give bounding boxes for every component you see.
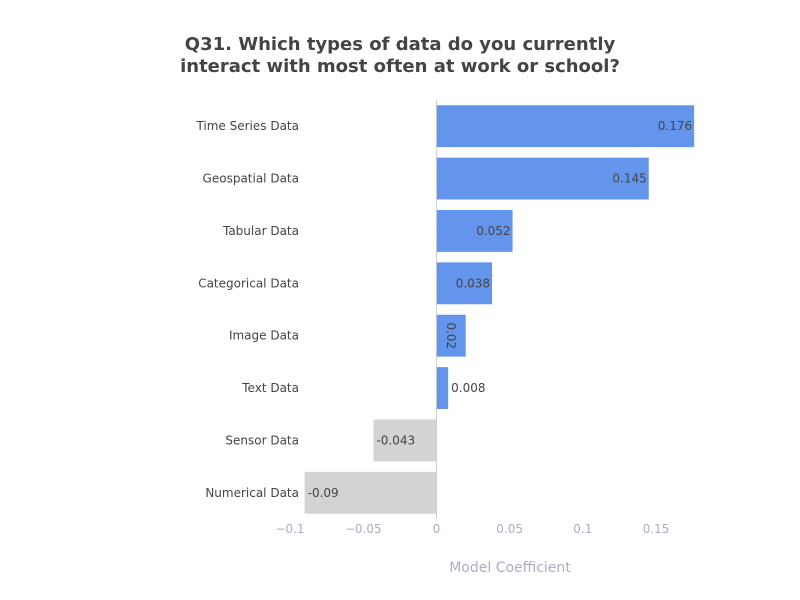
category-label: Image Data [229,329,299,343]
category-label: Tabular Data [222,224,299,238]
chart-title: Q31. Which types of data do you currentl… [180,34,620,77]
category-label: Categorical Data [198,276,299,290]
bar-tabular-data [436,209,513,252]
x-tick-label: 0.15 [643,522,670,536]
data-label: 0.02 [444,322,458,349]
data-label: 0.052 [476,224,510,238]
bar-text-data [436,367,449,410]
data-label: -0.09 [308,486,339,500]
labels-layer: Time Series Data 0.176 Geospatial Data 0.14… [195,119,692,500]
x-tick-label: 0.1 [573,522,592,536]
x-tick-label: −0.05 [345,522,382,536]
data-label: 0.038 [456,276,490,290]
bar-image-data [436,314,466,357]
data-label: 0.008 [451,381,485,395]
category-label: Time Series Data [195,119,299,133]
data-label: -0.043 [376,433,415,447]
x-tick-label: 0.05 [496,522,523,536]
category-label: Numerical Data [205,486,299,500]
x-tick-label: −0.1 [275,522,304,536]
bar-numerical-data [304,471,437,514]
category-label: Text Data [241,381,299,395]
bar-geospatial-data [436,157,649,200]
x-axis-ticks: −0.1 −0.05 0 0.05 0.1 0.15 [275,522,669,536]
data-label: 0.145 [612,172,646,186]
bar-categorical-data [436,262,493,305]
bar-time-series-data [436,105,695,148]
x-axis-title: Model Coefficient [449,560,571,576]
category-label: Geospatial Data [203,172,299,186]
data-label: 0.176 [658,119,692,133]
x-tick-label: 0 [433,522,441,536]
category-label: Sensor Data [225,433,299,447]
bar-sensor-data [373,419,437,462]
bars-layer [304,105,695,514]
